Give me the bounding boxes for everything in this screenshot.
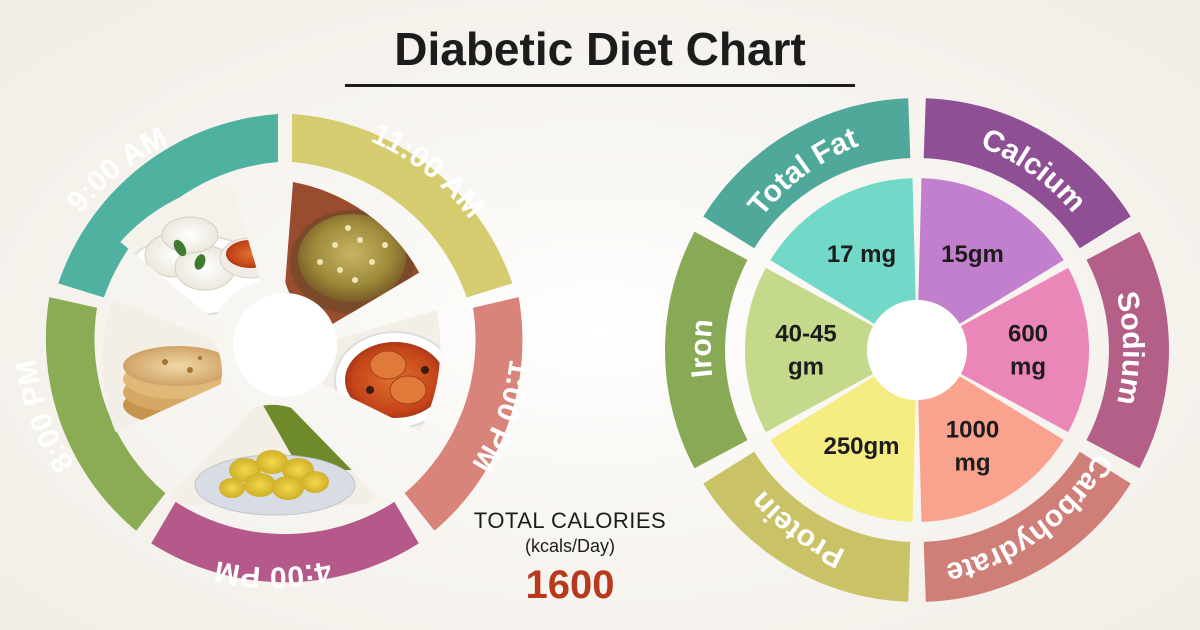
nutrient-ring-total-fat [923, 98, 1131, 249]
nutrient-ring-calcium [1086, 231, 1169, 469]
nutrient-ring-sodium [923, 451, 1131, 602]
nutrient-value-total-fat: 15gm [941, 241, 1004, 268]
nutrient-label-sodium: Sodium [1110, 289, 1150, 408]
meal-ring-segment-4 [151, 501, 419, 583]
nutrient-ring-carbohydrate [703, 451, 911, 602]
nutrient-value-carbohydrate: 250gm [823, 433, 899, 460]
title-underline [345, 84, 855, 87]
total-calories-title: TOTAL CALORIES [473, 508, 667, 533]
meal-ring-segment-5 [45, 297, 166, 531]
nutrient-wheel: Total Fat CalciumSodiumCarbohydrateProtei… [665, 98, 1169, 602]
nutrient-slice-sodium [918, 376, 1064, 522]
total-calories: TOTAL CALORIES (kcals/Day) 1600 [470, 508, 670, 608]
total-calories-value: 1600 [525, 563, 615, 607]
nutrient-slice-calcium [960, 267, 1090, 433]
page-title: Diabetic Diet Chart [394, 23, 806, 75]
nutrient-slice-iron [770, 178, 916, 324]
meal-wheel-center [233, 293, 337, 397]
nutrient-value-sodium: 1000 mg [946, 417, 999, 477]
chapati-image [102, 300, 222, 432]
nutrient-value-iron: 17 mg [827, 241, 896, 268]
nutrient-value-calcium: 600 mg [1008, 321, 1048, 381]
fish-curry-image [323, 310, 441, 432]
meal-time-label-4: 4:00 PM [212, 554, 335, 594]
nutrient-slice-total-fat [918, 178, 1064, 324]
nutrient-ring-protein [665, 231, 748, 469]
jackfruit-image [170, 404, 378, 516]
meal-wheel: 9:00 AM 11:00 AM 1:00 PM 4:00 PM 8:00 PM [10, 114, 536, 594]
total-calories-unit: (kcals/Day) [524, 536, 615, 556]
nutrient-slice-protein [744, 267, 874, 433]
nutrient-slice-carbohydrate [770, 376, 916, 522]
nutrient-ring-iron [703, 98, 911, 249]
nutrient-value-protein: 40-45 gm [775, 321, 836, 381]
meal-ring-segment-3 [404, 297, 523, 531]
meal-ring-segment-2 [292, 114, 513, 298]
nutrient-wheel-center [867, 300, 967, 400]
